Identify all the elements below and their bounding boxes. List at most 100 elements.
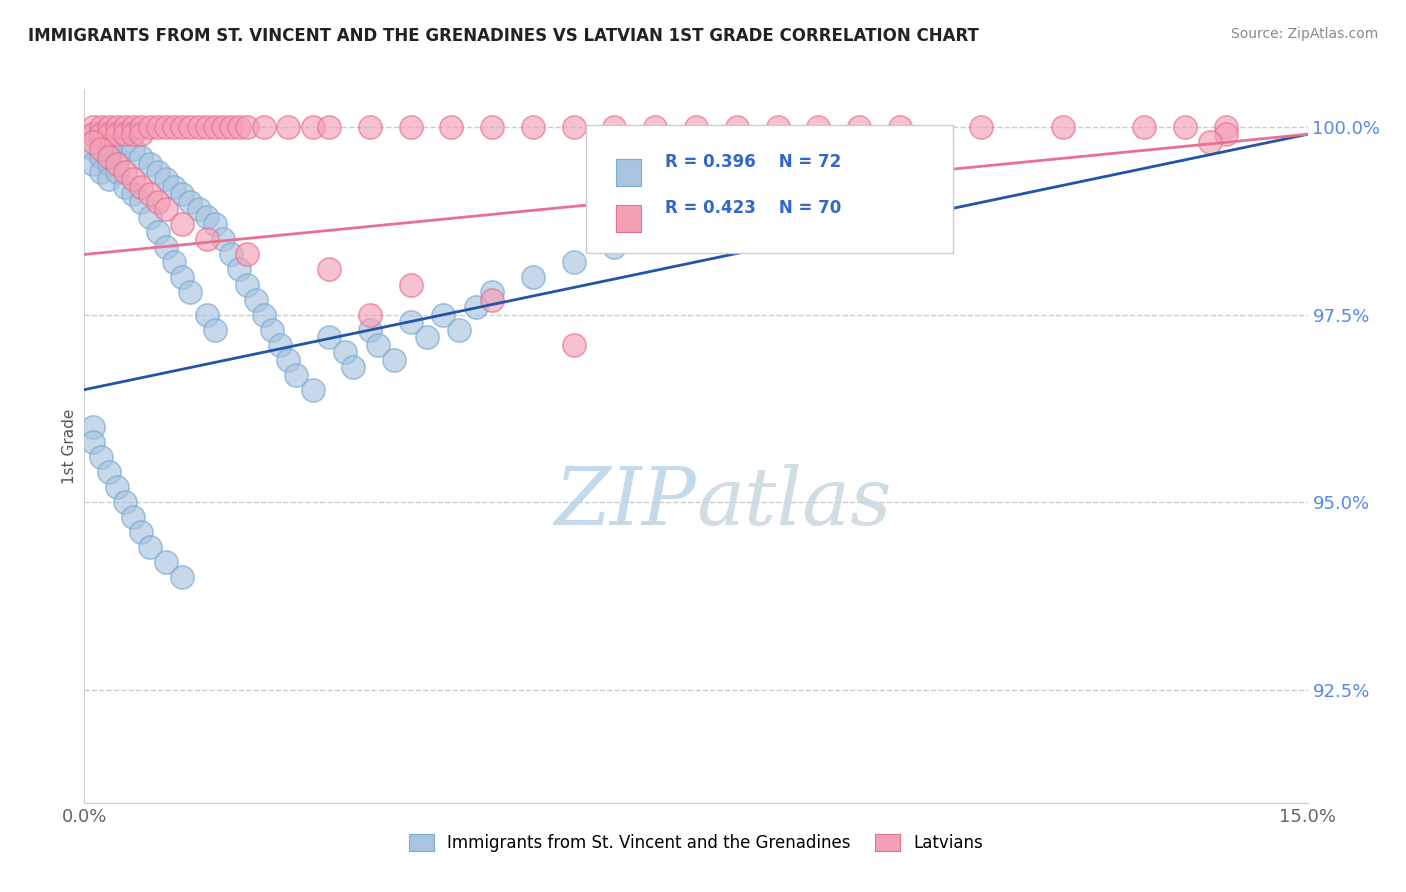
Point — [97, 172, 120, 186]
Point — [970, 120, 993, 134]
FancyBboxPatch shape — [616, 159, 641, 186]
Point — [105, 480, 128, 494]
Point — [644, 120, 666, 134]
Point — [212, 120, 235, 134]
Point — [82, 128, 104, 142]
Point — [122, 142, 145, 156]
Point — [172, 120, 194, 134]
Point — [146, 165, 169, 179]
Point — [277, 352, 299, 367]
Point — [382, 352, 405, 367]
Point — [260, 322, 283, 336]
Point — [1052, 120, 1074, 134]
Point — [146, 194, 169, 209]
Text: R = 0.396    N = 72: R = 0.396 N = 72 — [665, 153, 842, 171]
Point — [82, 135, 104, 149]
Point — [82, 142, 104, 156]
Point — [155, 202, 177, 217]
Point — [90, 135, 112, 149]
Point — [131, 525, 153, 540]
Point — [399, 120, 422, 134]
Point — [644, 225, 666, 239]
Point — [122, 120, 145, 134]
Point — [195, 232, 218, 246]
Point — [889, 120, 911, 134]
Point — [172, 187, 194, 202]
Point — [179, 120, 201, 134]
Point — [236, 120, 259, 134]
Point — [245, 293, 267, 307]
Point — [131, 150, 153, 164]
Point — [97, 157, 120, 171]
Point — [122, 187, 145, 202]
Legend: Immigrants from St. Vincent and the Grenadines, Latvians: Immigrants from St. Vincent and the Gren… — [402, 827, 990, 859]
Point — [204, 218, 226, 232]
Point — [179, 194, 201, 209]
Point — [82, 420, 104, 434]
Point — [318, 120, 340, 134]
Point — [212, 232, 235, 246]
Point — [277, 120, 299, 134]
Point — [725, 120, 748, 134]
Point — [1215, 120, 1237, 134]
Point — [122, 128, 145, 142]
Point — [155, 556, 177, 570]
Point — [114, 165, 136, 179]
Point — [163, 120, 186, 134]
Point — [481, 293, 503, 307]
Point — [90, 165, 112, 179]
Point — [440, 120, 463, 134]
Point — [105, 157, 128, 171]
Point — [114, 120, 136, 134]
Point — [90, 150, 112, 164]
Point — [359, 308, 381, 322]
Point — [766, 120, 789, 134]
Point — [228, 262, 250, 277]
Point — [603, 120, 626, 134]
Point — [399, 277, 422, 292]
Point — [204, 120, 226, 134]
Point — [90, 142, 112, 156]
Point — [131, 194, 153, 209]
Point — [562, 255, 585, 269]
Point — [219, 120, 242, 134]
Point — [131, 120, 153, 134]
Point — [285, 368, 308, 382]
Point — [138, 120, 160, 134]
Point — [481, 285, 503, 299]
Point — [301, 120, 323, 134]
Point — [114, 128, 136, 142]
Point — [685, 120, 707, 134]
Point — [90, 128, 112, 142]
Point — [236, 247, 259, 261]
Point — [195, 308, 218, 322]
Point — [195, 210, 218, 224]
Point — [253, 120, 276, 134]
Point — [179, 285, 201, 299]
Point — [1215, 128, 1237, 142]
FancyBboxPatch shape — [586, 125, 953, 253]
Point — [432, 308, 454, 322]
Point — [138, 187, 160, 202]
Point — [219, 247, 242, 261]
Point — [82, 128, 104, 142]
Point — [342, 360, 364, 375]
Point — [172, 570, 194, 584]
Point — [138, 157, 160, 171]
Point — [522, 270, 544, 285]
Point — [155, 172, 177, 186]
Point — [359, 322, 381, 336]
Point — [146, 225, 169, 239]
Point — [359, 120, 381, 134]
Point — [301, 383, 323, 397]
Text: R = 0.423    N = 70: R = 0.423 N = 70 — [665, 200, 842, 218]
Point — [187, 202, 209, 217]
Point — [172, 218, 194, 232]
Point — [146, 120, 169, 134]
Point — [522, 120, 544, 134]
Point — [172, 270, 194, 285]
Point — [97, 142, 120, 156]
Point — [97, 465, 120, 479]
Point — [1174, 120, 1197, 134]
Text: atlas: atlas — [696, 465, 891, 541]
